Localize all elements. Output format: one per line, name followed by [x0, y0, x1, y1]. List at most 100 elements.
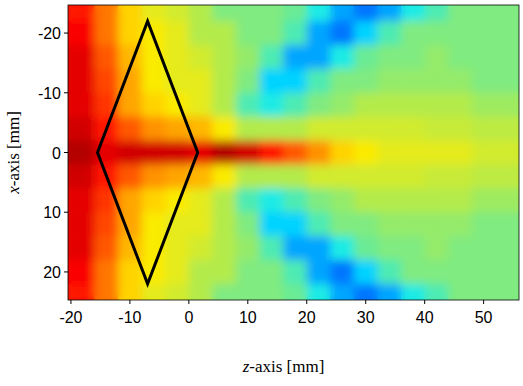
heatmap-cell: [472, 45, 496, 69]
cell-underlay: [472, 212, 496, 236]
cell-underlay: [307, 141, 331, 165]
heatmap-cell: [236, 117, 260, 141]
cell-underlay: [212, 236, 236, 260]
cell-underlay: [378, 69, 402, 93]
heatmap-cell: [212, 260, 236, 284]
heatmap-cell: [212, 117, 236, 141]
heatmap-cell: [236, 93, 260, 117]
heatmap-cell: [448, 69, 472, 93]
cell-underlay: [425, 260, 449, 284]
heatmap-cell: [189, 141, 213, 165]
heatmap-cell: [354, 69, 378, 93]
heatmap-cell: [330, 260, 354, 284]
heatmap-cell: [260, 93, 284, 117]
cell-underlay: [236, 69, 260, 93]
heatmap-cell: [330, 164, 354, 188]
cell-underlay: [118, 188, 142, 212]
heatmap-cell: [495, 164, 519, 188]
heatmap-cell: [307, 45, 331, 69]
cell-underlay: [236, 45, 260, 69]
cell-underlay: [68, 212, 95, 236]
cell-underlay: [68, 45, 95, 69]
cell-underlay: [68, 188, 95, 212]
cell-underlay: [68, 236, 95, 260]
heatmap-cell: [212, 21, 236, 45]
heatmap-cell: [448, 45, 472, 69]
cell-underlay: [260, 212, 284, 236]
heatmap-cell: [354, 260, 378, 284]
heatmap-cell: [425, 260, 449, 284]
heatmap-underlay: [68, 5, 519, 300]
cell-underlay: [448, 236, 472, 260]
cell-underlay: [142, 188, 166, 212]
cell-underlay: [495, 117, 519, 141]
heatmap-cell: [212, 141, 236, 165]
heatmap-cell: [354, 21, 378, 45]
heatmap-cell: [68, 188, 95, 212]
heatmap-cell: [236, 260, 260, 284]
heatmap-cell: [425, 284, 449, 300]
cell-underlay: [283, 93, 307, 117]
heatmap-cell: [425, 117, 449, 141]
heatmap-cell: [236, 141, 260, 165]
heatmap-cell: [283, 141, 307, 165]
heatmap-cell: [495, 69, 519, 93]
cell-underlay: [472, 93, 496, 117]
cell-underlay: [354, 21, 378, 45]
y-tick-label: -20: [38, 25, 61, 42]
cell-underlay: [401, 5, 425, 22]
heatmap-cell: [118, 284, 142, 300]
cell-underlay: [330, 21, 354, 45]
heatmap-cell: [142, 69, 166, 93]
cell-underlay: [330, 188, 354, 212]
heatmap-cell: [165, 21, 189, 45]
heatmap-cell: [68, 5, 95, 22]
heatmap-cell: [425, 45, 449, 69]
heatmap-cell: [354, 141, 378, 165]
heatmap-cell: [472, 21, 496, 45]
heatmap-cell: [425, 188, 449, 212]
cell-underlay: [472, 117, 496, 141]
cell-underlay: [165, 45, 189, 69]
cell-underlay: [260, 45, 284, 69]
cell-underlay: [68, 260, 95, 284]
cell-underlay: [189, 21, 213, 45]
cell-underlay: [495, 236, 519, 260]
cell-underlay: [472, 284, 496, 300]
cell-underlay: [330, 260, 354, 284]
cell-underlay: [95, 260, 119, 284]
cell-underlay: [401, 117, 425, 141]
cell-underlay: [189, 5, 213, 22]
heatmap-cell: [189, 188, 213, 212]
heatmap-cell: [236, 212, 260, 236]
cell-underlay: [354, 45, 378, 69]
cell-underlay: [354, 284, 378, 300]
heatmap-cell: [260, 21, 284, 45]
heatmap-cell: [236, 284, 260, 300]
cell-underlay: [425, 212, 449, 236]
heatmap-cell: [401, 69, 425, 93]
heatmap-cell: [68, 284, 95, 300]
cell-underlay: [472, 21, 496, 45]
heatmap-cell: [165, 236, 189, 260]
cell-underlay: [236, 21, 260, 45]
cell-underlay: [378, 284, 402, 300]
heatmap-cell: [307, 93, 331, 117]
heatmap-cell: [189, 93, 213, 117]
cell-underlay: [307, 236, 331, 260]
cell-underlay: [212, 5, 236, 22]
heatmap-cell: [425, 93, 449, 117]
heatmap-cell: [378, 164, 402, 188]
heatmap-cell: [307, 236, 331, 260]
cell-underlay: [307, 5, 331, 22]
cell-underlay: [212, 69, 236, 93]
cell-underlay: [401, 284, 425, 300]
cell-underlay: [472, 69, 496, 93]
heatmap-cell: [448, 141, 472, 165]
heatmap-cell: [212, 212, 236, 236]
cell-underlay: [236, 188, 260, 212]
x-tick-label: 0: [184, 309, 193, 326]
cell-underlay: [165, 236, 189, 260]
heatmap-cell: [283, 45, 307, 69]
heatmap-cell: [189, 5, 213, 22]
